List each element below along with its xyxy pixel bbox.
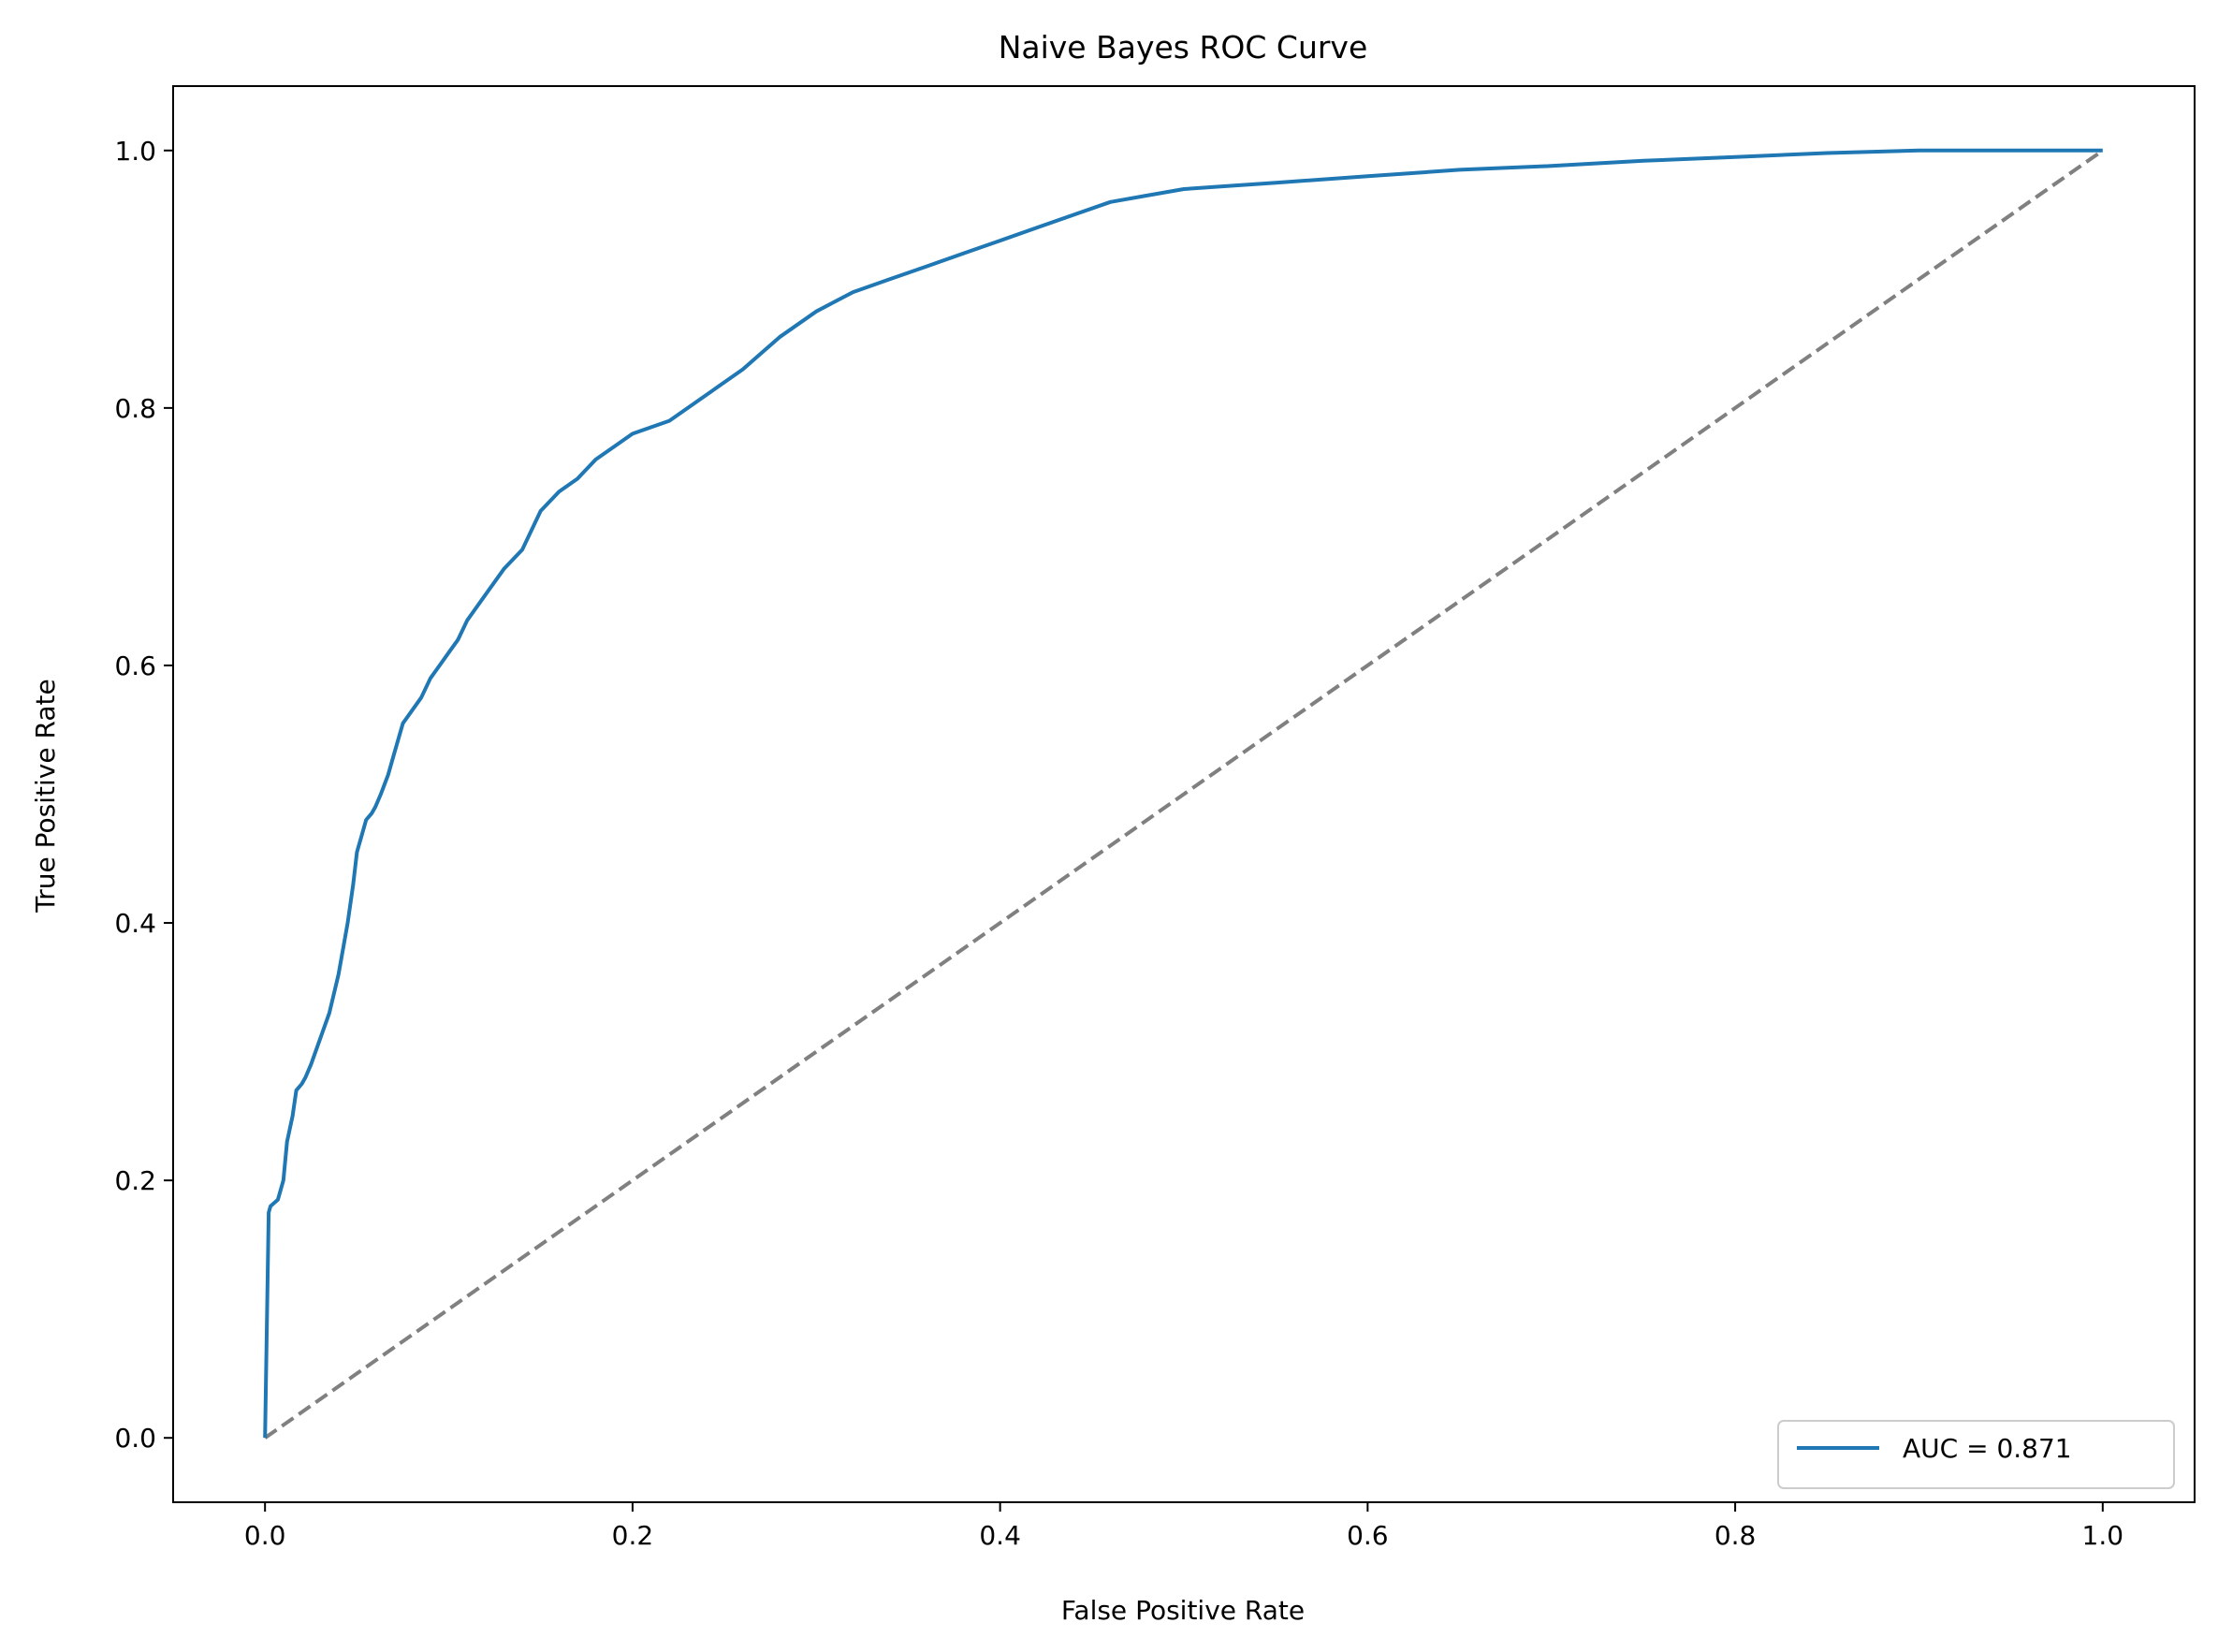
legend: AUC = 0.871 (1777, 1420, 2175, 1489)
roc-curve-line (263, 148, 2103, 1439)
plot-area (263, 148, 2104, 1440)
y-tick-label: 0.6 (114, 651, 156, 681)
y-tick-label: 0.0 (114, 1423, 156, 1454)
x-tick-label: 0.0 (244, 1520, 286, 1551)
chance-diagonal-line (264, 149, 2104, 1440)
x-tick-label: 1.0 (2082, 1520, 2124, 1551)
x-tick-label: 0.2 (612, 1520, 654, 1551)
y-axis-label: True Positive Rate (30, 679, 61, 913)
y-tick-label: 1.0 (114, 136, 156, 167)
x-tick-label: 0.8 (1715, 1520, 1757, 1551)
x-tick-label: 0.6 (1347, 1520, 1389, 1551)
legend-frame (1777, 1420, 2175, 1489)
y-tick-label: 0.4 (114, 908, 156, 939)
y-tick-label: 0.8 (114, 393, 156, 424)
x-tick-label: 0.4 (979, 1520, 1021, 1551)
legend-label: AUC = 0.871 (1903, 1433, 2072, 1464)
x-axis-label: False Positive Rate (1061, 1595, 1305, 1626)
y-tick-label: 0.2 (114, 1165, 156, 1196)
axes: 0.0 0.2 0.4 0.6 0.8 1.0 0.0 0.2 0.4 0.6 0.8 1.0 (114, 85, 2196, 1551)
chart-title: Naive Bayes ROC Curve (999, 29, 1368, 66)
plot-frame (172, 85, 2196, 1503)
